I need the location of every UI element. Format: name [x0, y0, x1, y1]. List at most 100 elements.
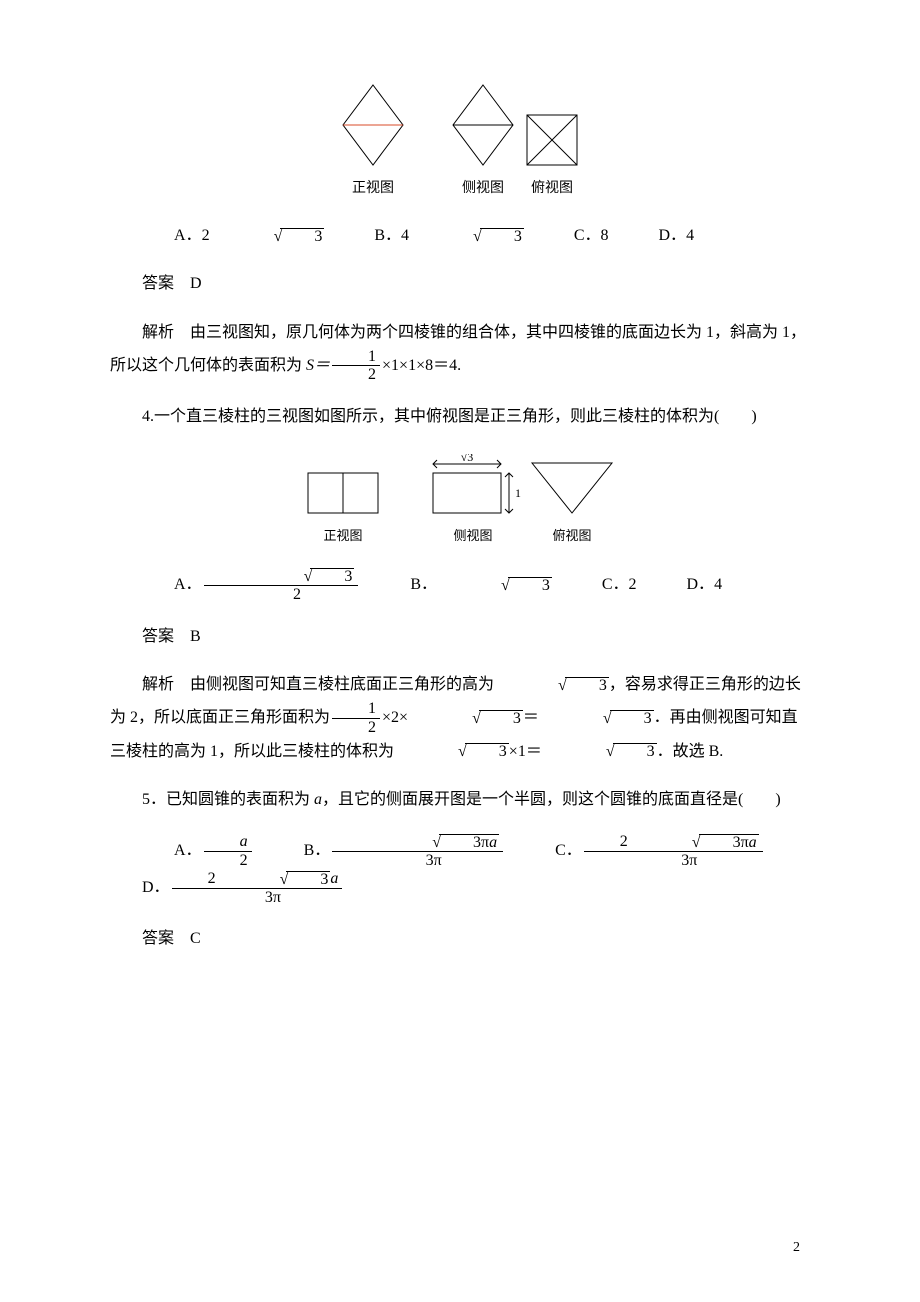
- choice-prefix: D．: [687, 576, 715, 593]
- explain-text: ×2×: [382, 709, 408, 726]
- q4-choice-a: A．√32: [142, 567, 360, 603]
- fraction-den: 3π: [332, 852, 503, 870]
- q3-choices: A．2√3 B．4√3 C．8 D．4: [110, 221, 810, 252]
- fraction-den: 2: [204, 586, 359, 604]
- figure-q4-row1: 正视图 √3 1 侧视图: [303, 454, 523, 549]
- svg-text:1: 1: [515, 486, 521, 500]
- q5-prompt: 5．已知圆锥的表面积为 a，且它的侧面展开图是一个半圆，则这个圆锥的底面直径是(…: [110, 785, 810, 815]
- view-top-label: 俯视图: [531, 176, 573, 203]
- view-side-label: 侧视图: [462, 176, 504, 203]
- fraction-den: 2: [204, 852, 252, 870]
- fraction-den: 3π: [172, 889, 343, 907]
- fraction-den: 3π: [584, 852, 763, 870]
- fraction-den: 2: [332, 366, 380, 384]
- explain-text: ×1＝: [509, 743, 542, 760]
- answer-value: C: [190, 930, 201, 947]
- choice-prefix: B．: [374, 227, 401, 244]
- fraction-num: 1: [332, 348, 380, 367]
- square-x-icon: [522, 110, 582, 170]
- view-top: 俯视图: [522, 110, 582, 203]
- fraction: 12: [332, 700, 380, 736]
- choice-text: 8: [601, 227, 609, 244]
- fraction: √3πa3π: [332, 833, 503, 869]
- q5-text: ，且它的侧面展开图是一个半圆，则这个圆锥的底面直径是( ): [322, 791, 781, 808]
- view-front-label: 正视图: [352, 176, 394, 203]
- fraction-num: 2√3πa: [584, 833, 763, 852]
- choice-prefix: A．: [174, 227, 202, 244]
- q4-answer: 答案 B: [110, 622, 810, 652]
- q4-choice-b: B．√3: [378, 570, 551, 600]
- answer-value: B: [190, 628, 201, 645]
- q5-answer: 答案 C: [110, 924, 810, 954]
- math-lhs: S＝: [306, 357, 330, 374]
- answer-value: D: [190, 275, 202, 292]
- explain-label: 解析: [142, 324, 174, 341]
- choice-text: 2: [629, 576, 637, 593]
- figure-q3: 正视图 侧视图 俯视图: [110, 80, 810, 203]
- choice-text: 4: [714, 576, 722, 593]
- view-top-2-label: 俯视图: [552, 524, 591, 549]
- choice-prefix: A．: [174, 842, 202, 859]
- choice-prefix: A．: [174, 576, 202, 593]
- explain-label: 解析: [142, 676, 174, 693]
- fraction: √32: [204, 567, 359, 603]
- q5-choice-a: A．a2: [142, 833, 254, 869]
- rhombus-icon: [448, 80, 518, 170]
- q3-choice-c: C．8: [542, 221, 609, 251]
- figure-q4: 正视图 √3 1 侧视图: [110, 452, 810, 549]
- fraction: 2√3πa3π: [584, 833, 763, 869]
- explain-text: ．故选 B.: [657, 743, 724, 760]
- triangle-down-icon: [527, 458, 617, 518]
- choice-prefix: B．: [410, 576, 437, 593]
- q5-choice-d: D．2√3a3π: [110, 870, 344, 906]
- view-front-2-label: 正视图: [323, 524, 362, 549]
- view-front-2: 正视图: [303, 468, 383, 549]
- view-side: 侧视图: [448, 80, 518, 203]
- q4-prompt: 4.一个直三棱柱的三视图如图所示，其中俯视图是正三角形，则此三棱柱的体积为( ): [110, 402, 810, 432]
- figure-q3-row2: 俯视图: [522, 110, 582, 203]
- fraction-num: 1: [332, 700, 380, 719]
- q5-choice-b: B．√3πa3π: [272, 833, 506, 869]
- q3-explanation: 解析 由三视图知，原几何体为两个四棱锥的组合体，其中四棱锥的底面边长为 1，斜高…: [110, 318, 810, 385]
- q4-choice-c: C．2: [570, 570, 637, 600]
- view-front: 正视图: [338, 80, 408, 203]
- q4-choice-d: D．4: [655, 570, 723, 600]
- fraction: a2: [204, 833, 252, 869]
- q4-choices: A．√32 B．√3 C．2 D．4: [110, 567, 810, 603]
- svg-text:√3: √3: [461, 454, 474, 464]
- q3-choice-a: A．2√3: [142, 221, 324, 251]
- q5-var: a: [314, 791, 322, 808]
- answer-label: 答案: [142, 628, 174, 645]
- fraction-num: 2√3a: [172, 870, 343, 889]
- figure-q4-row2: 俯视图: [527, 458, 617, 549]
- view-side-2: √3 1 侧视图: [423, 454, 523, 549]
- choice-prefix: D．: [659, 227, 687, 244]
- choice-text: 4: [686, 227, 694, 244]
- rect-vline-icon: [303, 468, 383, 518]
- q3-choice-b: B．4√3: [342, 221, 523, 251]
- rect-dims-icon: √3 1: [423, 454, 523, 518]
- view-side-2-label: 侧视图: [453, 524, 492, 549]
- fraction-num: √3πa: [332, 833, 503, 852]
- choice-prefix: C．: [574, 227, 601, 244]
- choice-prefix: D．: [142, 879, 170, 896]
- choice-prefix: C．: [602, 576, 629, 593]
- math-rhs: ×1×1×8＝4.: [382, 357, 461, 374]
- fraction: 2√3a3π: [172, 870, 343, 906]
- choice-prefix: C．: [555, 842, 582, 859]
- fraction: 12: [332, 348, 380, 384]
- view-top-2: 俯视图: [527, 458, 617, 549]
- q5-text: 5．已知圆锥的表面积为: [142, 791, 314, 808]
- explain-text: 由侧视图可知直三棱柱底面正三角形的高为: [190, 676, 494, 693]
- q5-choice-c: C．2√3πa3π: [523, 833, 765, 869]
- q3-choice-d: D．4: [627, 221, 695, 251]
- q3-answer: 答案 D: [110, 269, 810, 299]
- choice-prefix: B．: [304, 842, 331, 859]
- explain-text: ＝: [523, 709, 539, 726]
- answer-label: 答案: [142, 275, 174, 292]
- rhombus-split-icon: [338, 80, 408, 170]
- fraction-den: 2: [332, 719, 380, 737]
- q5-choices: A．a2 B．√3πa3π C．2√3πa3π D．2√3a3π: [110, 833, 810, 906]
- answer-label: 答案: [142, 930, 174, 947]
- figure-q3-row1: 正视图 侧视图: [338, 80, 518, 203]
